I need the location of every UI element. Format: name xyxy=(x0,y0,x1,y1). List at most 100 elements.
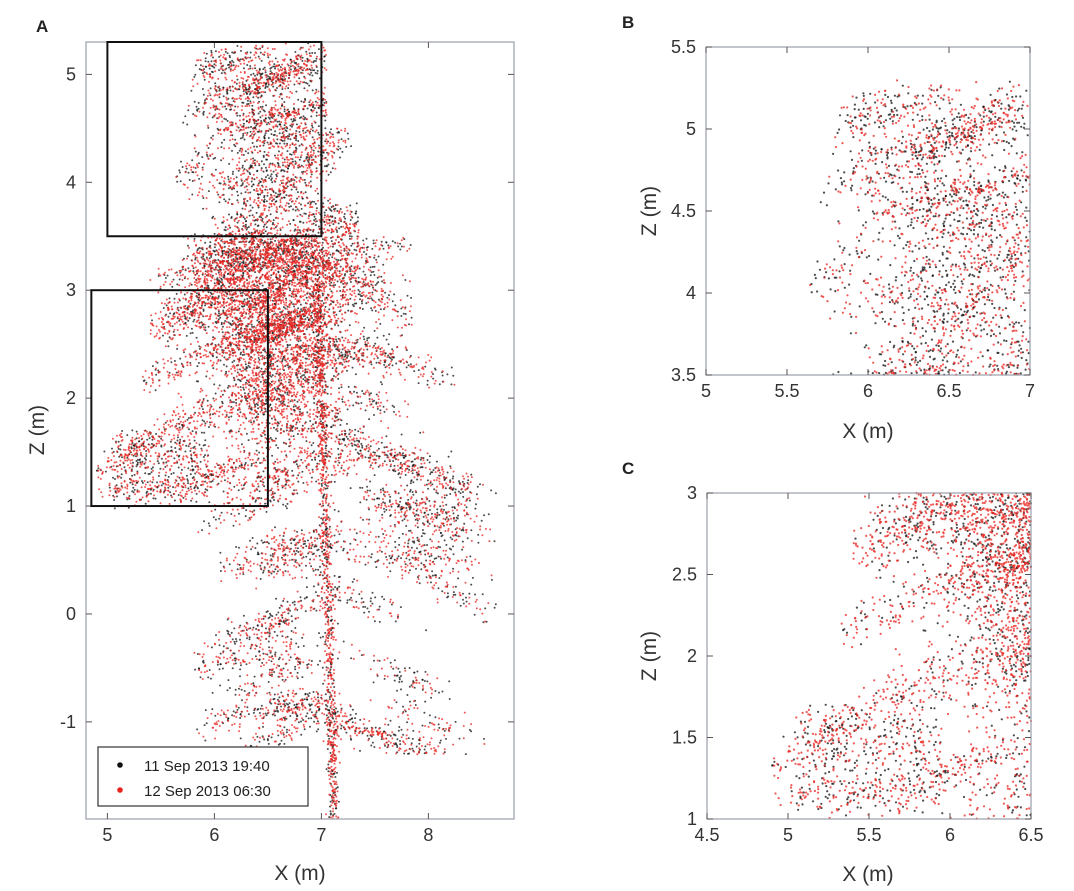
point-series-1 xyxy=(317,107,320,110)
point-series-1 xyxy=(307,539,309,542)
point-series-1 xyxy=(220,277,223,280)
point-series-1 xyxy=(440,535,443,538)
point-series-1 xyxy=(292,119,295,122)
point-series-1 xyxy=(410,296,413,299)
point-series-1 xyxy=(355,600,358,603)
point-series-1 xyxy=(374,342,377,345)
point-series-1 xyxy=(260,167,263,170)
point-series-1 xyxy=(276,387,279,390)
point-series-1 xyxy=(309,725,311,728)
point-series-1 xyxy=(302,221,305,224)
point-series-1 xyxy=(286,502,289,505)
point-series-1 xyxy=(123,466,126,469)
point-series-1 xyxy=(378,605,381,608)
point-series-1 xyxy=(251,206,254,209)
point-series-1 xyxy=(239,638,241,641)
point-series-1 xyxy=(420,466,423,469)
panel-a-points xyxy=(95,41,497,820)
point-series-1 xyxy=(213,383,216,386)
point-series-1 xyxy=(325,484,328,487)
point-series-1 xyxy=(335,313,338,316)
point-series-1 xyxy=(436,508,439,511)
point-series-1 xyxy=(220,159,223,162)
point-series-1 xyxy=(458,480,460,483)
point-series-1 xyxy=(363,611,366,614)
point-series-1 xyxy=(360,402,363,404)
point-series-1 xyxy=(359,501,362,504)
point-series-1 xyxy=(428,721,431,724)
point-series-1 xyxy=(300,458,303,461)
point-series-1 xyxy=(330,281,333,284)
point-series-1 xyxy=(324,127,327,130)
point-series-1 xyxy=(292,435,295,438)
point-series-1 xyxy=(346,408,349,411)
point-series-1 xyxy=(330,546,332,549)
point-series-1 xyxy=(258,87,261,90)
point-series-1 xyxy=(321,299,323,302)
point-series-1 xyxy=(367,456,370,459)
point-series-1 xyxy=(212,56,214,59)
point-series-1 xyxy=(378,608,380,611)
point-series-1 xyxy=(277,114,280,117)
point-series-1 xyxy=(267,681,270,683)
point-series-1 xyxy=(283,108,286,111)
point-series-1 xyxy=(340,724,343,727)
point-series-1 xyxy=(194,167,197,169)
point-series-1 xyxy=(373,620,376,623)
point-series-1 xyxy=(301,424,304,427)
point-series-1 xyxy=(205,251,208,254)
point-series-1 xyxy=(265,226,268,229)
point-series-1 xyxy=(268,177,271,180)
point-series-1 xyxy=(202,661,205,664)
point-series-1 xyxy=(239,292,242,295)
point-series-1 xyxy=(113,499,116,501)
point-series-1 xyxy=(239,368,241,371)
point-series-1 xyxy=(423,680,426,682)
point-series-1 xyxy=(248,517,251,519)
point-series-1 xyxy=(457,490,460,493)
point-series-1 xyxy=(273,387,276,389)
point-series-1 xyxy=(234,642,236,645)
point-series-1 xyxy=(208,524,211,527)
point-series-1 xyxy=(323,214,326,217)
point-series-1 xyxy=(201,408,204,411)
point-series-1 xyxy=(269,612,271,615)
point-series-1 xyxy=(295,123,298,126)
point-series-1 xyxy=(357,289,360,291)
point-series-1 xyxy=(218,312,220,315)
point-series-1 xyxy=(228,162,231,165)
point-series-1 xyxy=(300,203,302,206)
point-series-1 xyxy=(416,670,419,673)
point-series-1 xyxy=(256,169,259,172)
point-series-1 xyxy=(201,156,204,159)
point-series-1 xyxy=(428,509,431,511)
point-series-1 xyxy=(265,169,268,172)
point-series-1 xyxy=(206,399,209,402)
point-series-1 xyxy=(117,440,120,443)
point-series-1 xyxy=(389,557,392,560)
point-series-1 xyxy=(151,481,154,484)
point-series-1 xyxy=(266,141,269,144)
point-series-1 xyxy=(365,253,368,256)
point-series-1 xyxy=(355,210,358,213)
point-series-1 xyxy=(231,149,233,152)
point-series-1 xyxy=(392,667,395,670)
point-series-1 xyxy=(321,294,324,297)
point-series-1 xyxy=(277,623,280,625)
point-series-1 xyxy=(301,60,304,62)
point-series-1 xyxy=(283,124,286,127)
point-series-1 xyxy=(321,550,324,553)
point-series-1 xyxy=(405,525,408,527)
point-series-1 xyxy=(194,73,197,76)
point-series-1 xyxy=(310,444,313,447)
point-series-1 xyxy=(296,547,299,550)
point-series-1 xyxy=(192,309,195,312)
point-series-1 xyxy=(281,616,284,619)
point-series-1 xyxy=(313,215,316,218)
point-series-1 xyxy=(241,334,244,337)
point-series-1 xyxy=(413,671,416,674)
point-series-1 xyxy=(323,549,326,552)
point-series-1 xyxy=(290,615,293,618)
point-series-1 xyxy=(308,73,311,76)
point-series-1 xyxy=(315,730,318,733)
